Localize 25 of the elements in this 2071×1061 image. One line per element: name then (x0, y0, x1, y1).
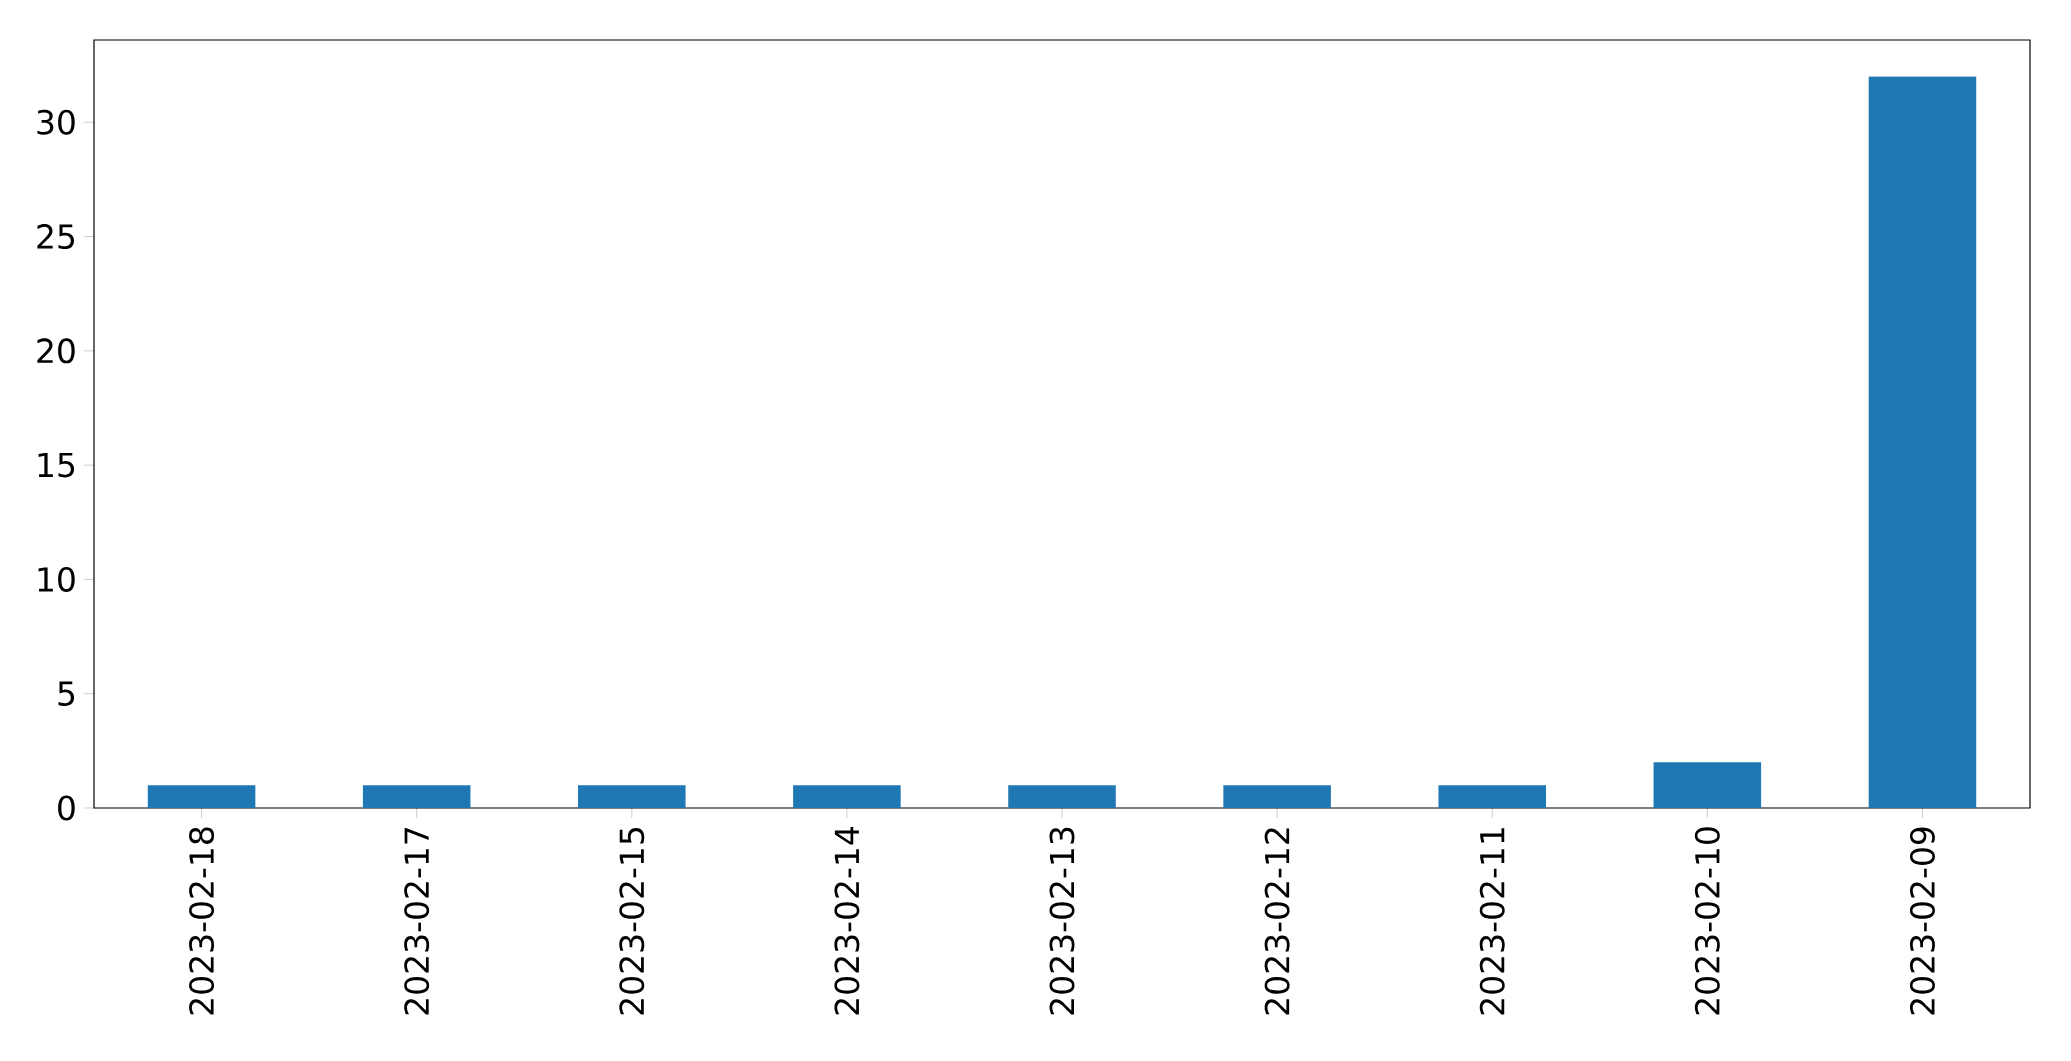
y-tick-label: 15 (38, 452, 75, 478)
y-tick-label: 0 (58, 795, 75, 821)
y-tick-label: 20 (37, 338, 75, 364)
x-tick-label: 2023-02-10 (1694, 827, 1720, 1015)
bar (1223, 785, 1331, 808)
x-tick-label: 2023-02-13 (1049, 827, 1075, 1015)
bar (1868, 76, 1977, 808)
x-tick-label: 2023-02-15 (619, 828, 645, 1015)
x-tick-label: 2023-02-11 (1479, 828, 1505, 1015)
y-tick-label: 5 (58, 681, 75, 706)
y-tick-label: 30 (37, 109, 75, 135)
bar (578, 785, 686, 808)
bar (362, 785, 471, 808)
bar (793, 785, 901, 808)
bar (1438, 785, 1547, 808)
x-tick-label: 2023-02-12 (1264, 828, 1290, 1015)
bar (1653, 762, 1762, 808)
x-tick-label: 2023-02-09 (1909, 827, 1935, 1015)
bar (1008, 785, 1116, 808)
x-tick-label: 2023-02-17 (404, 827, 430, 1015)
x-tick-label: 2023-02-14 (834, 826, 860, 1015)
x-tick-label: 2023-02-18 (189, 827, 215, 1015)
y-tick-label: 25 (37, 224, 75, 250)
bar (147, 785, 256, 808)
y-tick-label: 10 (38, 566, 75, 592)
